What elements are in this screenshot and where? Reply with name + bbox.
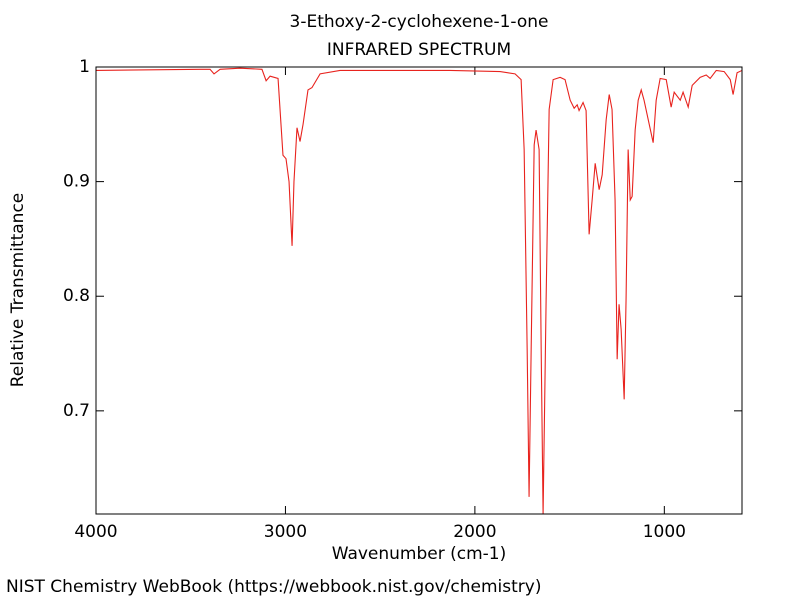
y-tick-label: 0.7	[63, 401, 90, 421]
y-tick-label: 1	[79, 57, 90, 77]
x-tick-label: 2000	[453, 522, 496, 542]
x-tick-label: 1000	[643, 522, 686, 542]
x-tick-label: 4000	[74, 522, 117, 542]
spectrum-line	[96, 67, 742, 514]
x-axis-label: Wavenumber (cm-1)	[332, 544, 507, 564]
y-tick-label: 0.9	[63, 172, 90, 192]
y-tick-label: 0.8	[63, 286, 90, 306]
footer: NIST Chemistry WebBook (https://webbook.…	[6, 577, 541, 597]
chart-subtitle: INFRARED SPECTRUM	[327, 40, 511, 60]
chart-title: 3-Ethoxy-2-cyclohexene-1-one	[290, 12, 549, 32]
plot-frame	[95, 66, 743, 515]
y-axis-label: Relative Transmittance	[8, 193, 28, 388]
x-tick-label: 3000	[264, 522, 307, 542]
